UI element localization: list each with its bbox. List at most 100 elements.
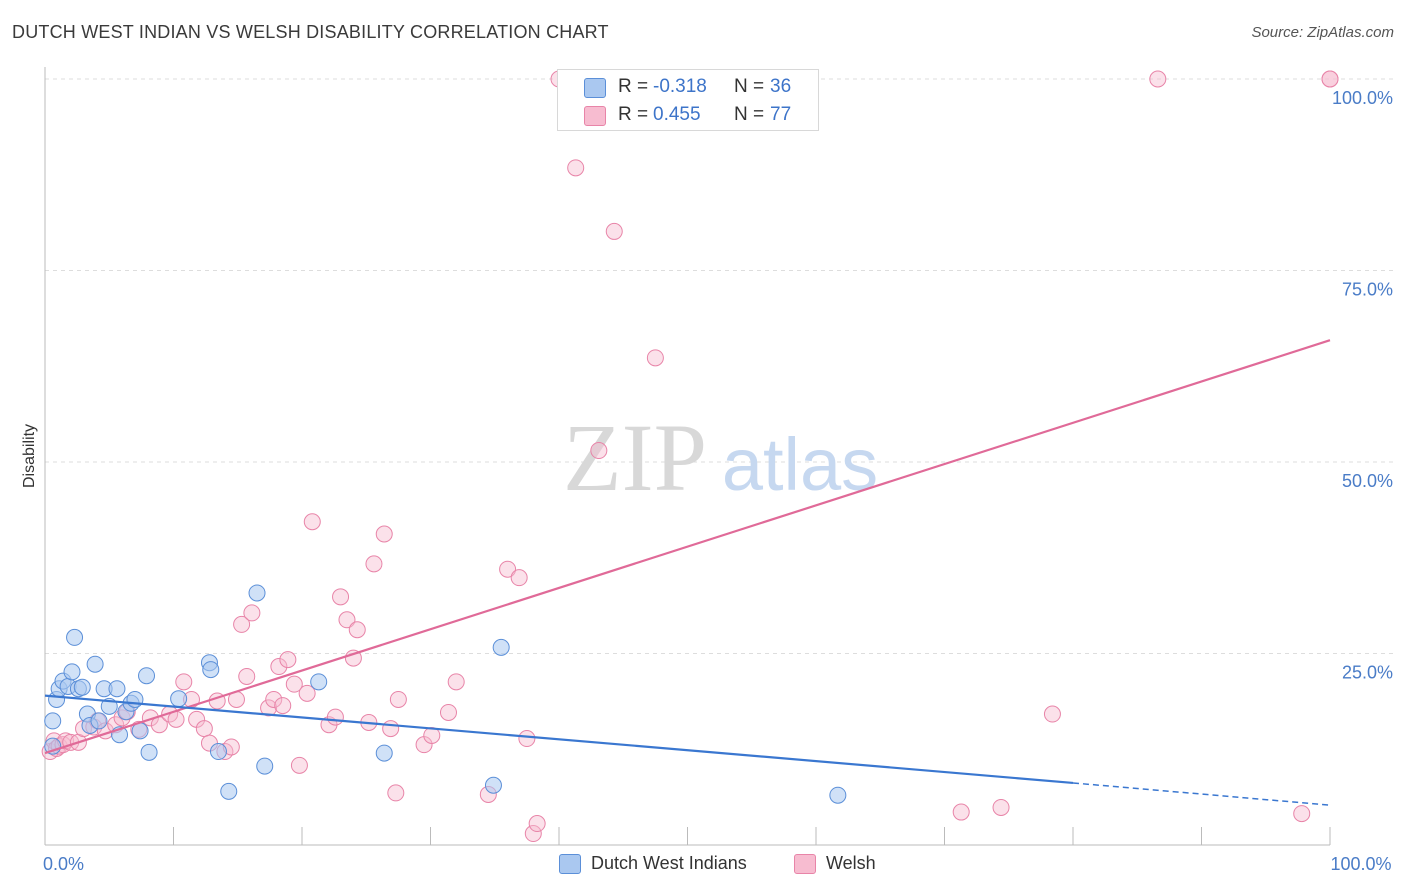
x-tick-label: 0.0%: [43, 854, 84, 874]
n-value: 77: [770, 104, 792, 125]
welsh-point: [605, 222, 623, 240]
r-label: R =: [618, 76, 649, 97]
welsh-point: [1043, 705, 1061, 723]
welsh-point: [348, 621, 366, 639]
welsh-point: [243, 604, 261, 622]
correlation-legend: R = -0.318 N = 36 R = 0.455 N = 77: [557, 69, 819, 131]
welsh-point: [298, 684, 316, 702]
series-legend: Dutch West Indians Welsh: [0, 852, 1406, 878]
y-tick-label: 100.0%: [1332, 88, 1393, 108]
dutch-west-indians-point: [138, 667, 156, 685]
chart-title: DUTCH WEST INDIAN VS WELSH DISABILITY CO…: [12, 22, 609, 42]
y-tick-label: 25.0%: [1342, 663, 1393, 683]
gridlines: [45, 78, 1396, 654]
trend-lines: [44, 339, 1331, 806]
dutch-west-indians-point: [829, 786, 847, 804]
dutch-west-indians-point: [86, 655, 104, 673]
dutch-west-indians-point: [492, 638, 510, 656]
dutch-west-indians-point: [256, 757, 274, 775]
welsh-point: [365, 555, 383, 573]
y-tick-label: 50.0%: [1342, 471, 1393, 491]
watermark: ZIP atlas: [563, 404, 878, 511]
welsh-point: [285, 675, 303, 693]
welsh-point: [326, 708, 344, 726]
dutch-west-indians-points: [44, 584, 847, 804]
welsh-point: [528, 815, 546, 833]
dutch-west-indians-trend-line: [44, 694, 1074, 785]
welsh-point: [382, 720, 400, 738]
welsh-point: [1321, 70, 1339, 88]
welsh-point: [338, 611, 356, 629]
r-label: R =: [618, 104, 649, 125]
dutch-west-indians-point: [108, 680, 126, 698]
n-value: 36: [770, 76, 792, 97]
welsh-point: [279, 651, 297, 669]
welsh-point: [1149, 70, 1167, 88]
welsh-point: [518, 730, 536, 748]
welsh-point: [387, 784, 405, 802]
welsh-point: [510, 569, 528, 587]
welsh-point: [332, 588, 350, 606]
welsh-point: [290, 756, 308, 774]
tick-labels: 25.0% 50.0% 75.0% 100.0% 0.0% 100.0%: [43, 88, 1393, 874]
legend-row-welsh: R = 0.455 N = 77: [558, 101, 818, 129]
dutch-west-indians-point: [44, 712, 62, 730]
welsh-point: [344, 649, 362, 667]
y-axis-label: Disability: [21, 424, 38, 488]
blue-swatch: [559, 854, 581, 874]
welsh-point: [265, 690, 283, 708]
pink-swatch: [584, 106, 606, 126]
dutch-west-indians-point: [310, 673, 328, 691]
legend-label: Dutch West Indians: [591, 853, 747, 873]
welsh-point: [141, 709, 159, 727]
watermark-zip: ZIP: [563, 404, 707, 511]
dutch-west-indians-point: [63, 663, 81, 681]
dutch-west-indians-point: [126, 690, 144, 708]
welsh-point: [303, 513, 321, 531]
welsh-point: [175, 673, 193, 691]
welsh-point: [260, 699, 278, 717]
blue-swatch: [584, 78, 606, 98]
welsh-point: [270, 658, 288, 676]
dutch-west-indians-point: [202, 661, 220, 679]
welsh-point: [590, 442, 608, 460]
dutch-west-indians-point: [484, 776, 502, 794]
welsh-point: [646, 349, 664, 367]
dutch-west-indians-point: [220, 782, 238, 800]
welsh-point: [992, 798, 1010, 816]
welsh-point: [447, 673, 465, 691]
dutch-west-indians-point: [66, 628, 84, 646]
y-tick-label: 75.0%: [1342, 280, 1393, 300]
dutch-west-indians-point: [248, 584, 266, 602]
dutch-west-indians-point: [73, 678, 91, 696]
welsh-point: [1293, 805, 1311, 823]
welsh-point: [238, 667, 256, 685]
welsh-point: [567, 159, 585, 177]
dutch-west-indians-point: [375, 744, 393, 762]
dutch-west-indians-point: [90, 712, 108, 730]
legend-row-dutch-west-indians: R = -0.318 N = 36: [558, 73, 818, 101]
pink-swatch: [794, 854, 816, 874]
welsh-point: [389, 690, 407, 708]
welsh-point: [375, 525, 393, 543]
welsh-point: [195, 720, 213, 738]
welsh-point: [233, 615, 251, 633]
dutch-west-indians-point: [209, 743, 227, 761]
welsh-point: [274, 697, 292, 715]
welsh-point: [952, 803, 970, 821]
dutch-west-indians-trend-extension: [1072, 782, 1331, 806]
dutch-west-indians-point: [140, 743, 158, 761]
legend-label: Welsh: [826, 853, 876, 873]
welsh-point: [499, 560, 517, 578]
n-label: N =: [734, 76, 765, 97]
x-tick-label: 100.0%: [1330, 854, 1391, 874]
welsh-point: [439, 703, 457, 721]
dutch-west-indians-point: [170, 690, 188, 708]
axes: [44, 67, 1331, 846]
source-label: Source: ZipAtlas.com: [1251, 24, 1394, 41]
welsh-trend-line: [44, 339, 1331, 755]
n-label: N =: [734, 104, 765, 125]
r-value: -0.318: [653, 76, 707, 97]
watermark-atlas: atlas: [722, 423, 878, 506]
